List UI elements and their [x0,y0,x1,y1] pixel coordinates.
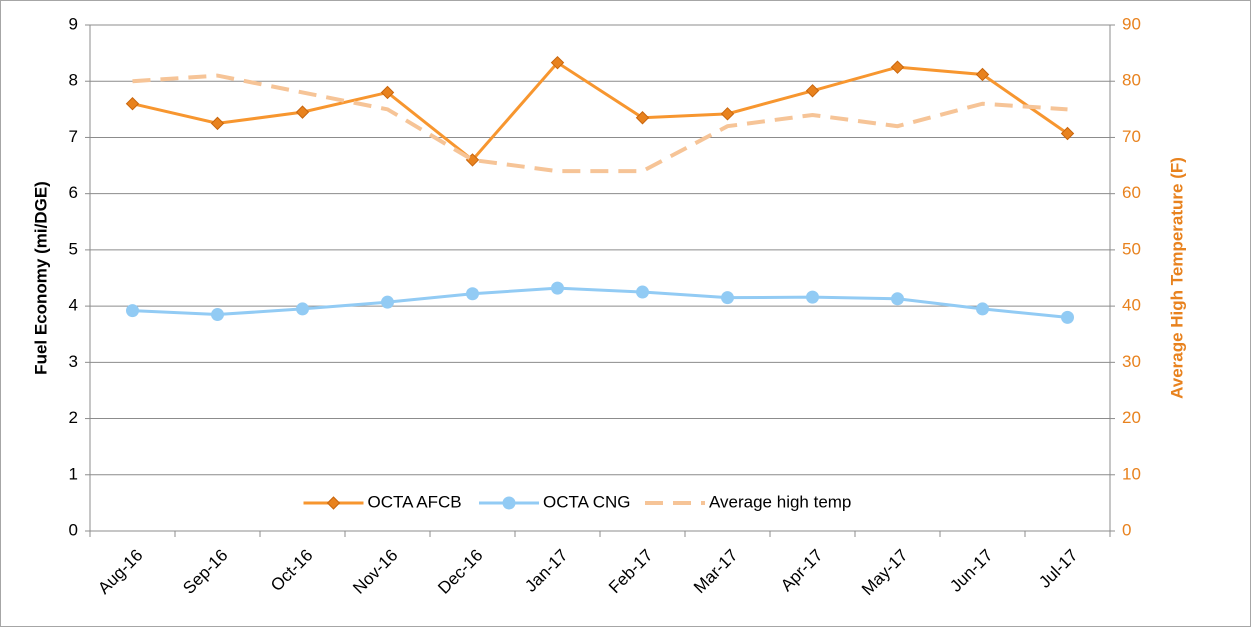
series-line [132,73,1068,174]
legend-marker [502,496,516,510]
y2-tick-label: 40 [1122,296,1141,315]
data-point [296,302,309,316]
y-tick-label: 7 [69,127,78,146]
y-tick-label: 9 [69,14,78,33]
y2-tick-label: 30 [1122,352,1141,371]
y2-tick-label: 50 [1122,239,1141,258]
data-point [720,107,735,121]
y2-tick-label: 80 [1122,71,1141,90]
y2-tick-label: 60 [1122,183,1141,202]
data-point [636,285,649,299]
legend-label: Average high temp [709,492,851,511]
y2-tick-label: 0 [1122,520,1131,539]
y-tick-label: 5 [69,239,78,258]
data-point [125,97,140,111]
data-point [551,281,564,295]
y-tick-label: 4 [69,296,78,315]
y-tick-label: 0 [69,520,78,539]
data-point [1061,310,1074,324]
data-point [381,295,394,309]
data-point [890,60,905,74]
data-point [126,304,139,318]
data-point [1060,126,1075,141]
y2-axis-title: Average High Temperature (F) [1167,157,1186,399]
legend-marker [326,496,341,510]
y-axis-title: Fuel Economy (mi/DGE) [31,181,50,375]
data-point [295,105,310,119]
data-point [380,85,395,100]
data-point [550,55,565,70]
y-tick-label: 2 [69,408,78,427]
data-point [806,290,819,304]
y-tick-label: 3 [69,352,78,371]
legend-label: OCTA AFCB [368,492,462,511]
data-point [466,287,479,301]
data-point [635,111,650,125]
y2-tick-label: 90 [1122,14,1141,33]
legend-bg [298,489,902,517]
data-point [975,67,990,82]
y2-tick-label: 10 [1122,464,1141,483]
y-tick-label: 6 [69,183,78,202]
legend-label: OCTA CNG [543,492,631,511]
series-line [132,60,1069,162]
y-tick-label: 8 [69,71,78,90]
y-tick-label: 1 [69,464,78,483]
data-point [211,308,224,322]
y2-tick-label: 20 [1122,408,1141,427]
series-line [132,286,1068,319]
data-point [976,302,989,316]
y2-tick-label: 70 [1122,127,1141,146]
data-point [891,292,904,306]
data-point [805,84,820,98]
data-point [210,116,225,131]
data-point [721,291,734,305]
